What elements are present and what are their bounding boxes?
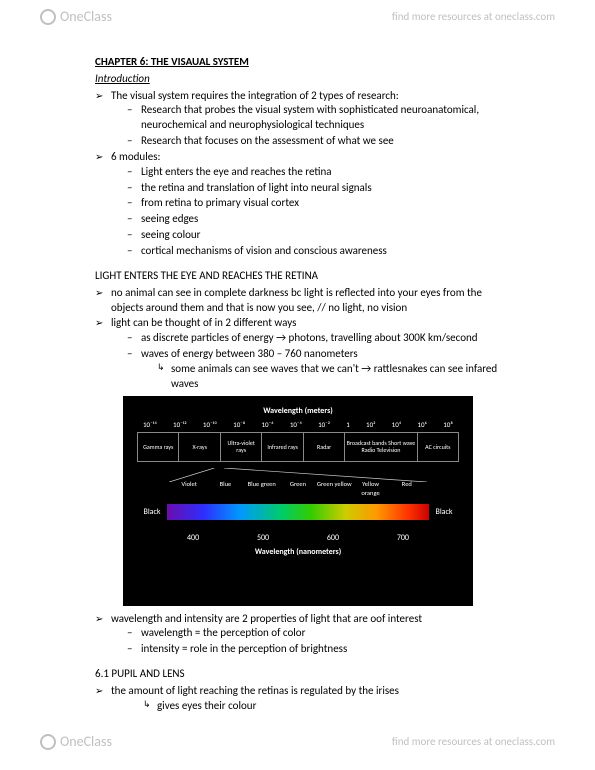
sub-item: cortical mechanisms of vision and consci… (127, 244, 515, 259)
spectrum-gradient (167, 504, 429, 520)
intro-heading: Introduction (95, 72, 515, 87)
tick: 400 (187, 533, 199, 544)
nm-ticks: 400 500 600 700 (137, 533, 459, 544)
logo-text: OneClass (60, 733, 112, 752)
sub-item: Research that probes the visual system w… (127, 103, 515, 133)
sub-item: waves of energy between 380 – 760 nanome… (127, 347, 515, 392)
color-label: Blue green (244, 480, 280, 498)
black-left: Black (137, 507, 167, 518)
page-footer: OneClass find more resources at oneclass… (0, 725, 595, 760)
em-bands: Gamma rays X-rays Ultra-violet rays Infr… (137, 432, 459, 462)
band: AC circuits (418, 433, 458, 461)
list-item: light can be thought of in 2 different w… (95, 316, 515, 391)
logo-circle-icon (40, 734, 56, 750)
list-item: wavelength and intensity are 2 propertie… (95, 612, 515, 658)
band: Infrared rays (262, 433, 303, 461)
tick: 10⁻⁸ (233, 420, 245, 429)
tick: 10² (366, 420, 375, 429)
sub-item: seeing colour (127, 228, 515, 243)
band: Radar (304, 433, 345, 461)
em-spectrum-chart: Wavelength (meters) 10⁻¹⁴ 10⁻¹² 10⁻¹⁰ 10… (123, 396, 473, 606)
subsub-item: some animals can see waves that we can't… (157, 362, 515, 392)
header-link[interactable]: find more resources at oneclass.com (392, 10, 555, 25)
document-body: CHAPTER 6: THE VISAUAL SYSTEM Introducti… (0, 35, 595, 725)
color-label: Violet (171, 480, 207, 498)
list-item: the amount of light reaching the retinas… (95, 684, 515, 714)
sub-item: as discrete particles of energy → photon… (127, 331, 515, 346)
tick: 10⁴ (392, 420, 402, 429)
tick: 700 (397, 533, 409, 544)
color-label: Yellow orange (352, 480, 388, 498)
color-label: Red (389, 480, 425, 498)
spectrum-color-labels: Violet Blue Blue green Green Green yello… (137, 480, 459, 498)
tick: 10⁸ (443, 420, 453, 429)
section2b-list: wavelength and intensity are 2 propertie… (95, 612, 515, 658)
sub-item: wavelength = the perception of color (127, 626, 515, 641)
item-text: The visual system requires the integrati… (111, 89, 399, 102)
logo: OneClass (40, 8, 112, 27)
list-item: The visual system requires the integrati… (95, 89, 515, 149)
sub-item: intensity = role in the perception of br… (127, 642, 515, 657)
black-right: Black (429, 507, 459, 518)
intro-list: The visual system requires the integrati… (95, 89, 515, 259)
item-text: the amount of light reaching the retinas… (111, 684, 399, 697)
item-text: light can be thought of in 2 different w… (111, 316, 296, 329)
tick: 10⁻¹² (173, 420, 187, 429)
tick: 10⁻⁴ (290, 420, 302, 429)
logo-circle-icon (40, 9, 56, 25)
band: Ultra-violet rays (221, 433, 262, 461)
footer-link[interactable]: find more resources at oneclass.com (392, 735, 555, 750)
section2-list: no animal can see in complete darkness b… (95, 286, 515, 392)
tick: 10⁻¹⁰ (203, 420, 217, 429)
subsub-item: gives eyes their colour (143, 699, 515, 714)
tick: 1 (346, 420, 350, 429)
list-item: 6 modules: Light enters the eye and reac… (95, 150, 515, 259)
sub-text: waves of energy between 380 – 760 nanome… (141, 347, 358, 360)
band: Gamma rays (138, 433, 179, 461)
color-label: Blue (207, 480, 243, 498)
sub-item: seeing edges (127, 212, 515, 227)
color-label: Green yellow (316, 480, 352, 498)
visible-spectrum: Black Black (137, 501, 459, 523)
list-item: no animal can see in complete darkness b… (95, 286, 515, 316)
tick: 600 (327, 533, 339, 544)
chart-title-bottom: Wavelength (nanometers) (137, 547, 459, 558)
section3-list: the amount of light reaching the retinas… (95, 684, 515, 714)
item-text: no animal can see in complete darkness b… (111, 286, 482, 314)
logo-text: OneClass (60, 8, 112, 27)
page-header: OneClass find more resources at oneclass… (0, 0, 595, 35)
sub-item: from retina to primary visual cortex (127, 196, 515, 211)
band: Broadcast bands Short wave Radio Televis… (345, 433, 417, 461)
chapter-title: CHAPTER 6: THE VISAUAL SYSTEM (95, 55, 515, 70)
tick: 10⁶ (417, 420, 427, 429)
color-label: Green (280, 480, 316, 498)
section-heading: LIGHT ENTERS THE EYE AND REACHES THE RET… (95, 269, 515, 284)
tick: 500 (257, 533, 269, 544)
tick: 10⁻¹⁴ (143, 420, 157, 429)
tick: 10⁻⁶ (262, 420, 274, 429)
item-text: 6 modules: (111, 150, 160, 163)
meter-ticks: 10⁻¹⁴ 10⁻¹² 10⁻¹⁰ 10⁻⁸ 10⁻⁶ 10⁻⁴ 10⁻² 1 … (137, 420, 459, 429)
item-text: wavelength and intensity are 2 propertie… (111, 612, 422, 625)
sub-item: Research that focuses on the assessment … (127, 134, 515, 149)
section-heading: 6.1 PUPIL AND LENS (95, 667, 515, 682)
tick: 10⁻² (318, 420, 330, 429)
sub-item: Light enters the eye and reaches the ret… (127, 165, 515, 180)
band: X-rays (179, 433, 220, 461)
chart-title-top: Wavelength (meters) (137, 406, 459, 417)
logo: OneClass (40, 733, 112, 752)
sub-item: the retina and translation of light into… (127, 181, 515, 196)
